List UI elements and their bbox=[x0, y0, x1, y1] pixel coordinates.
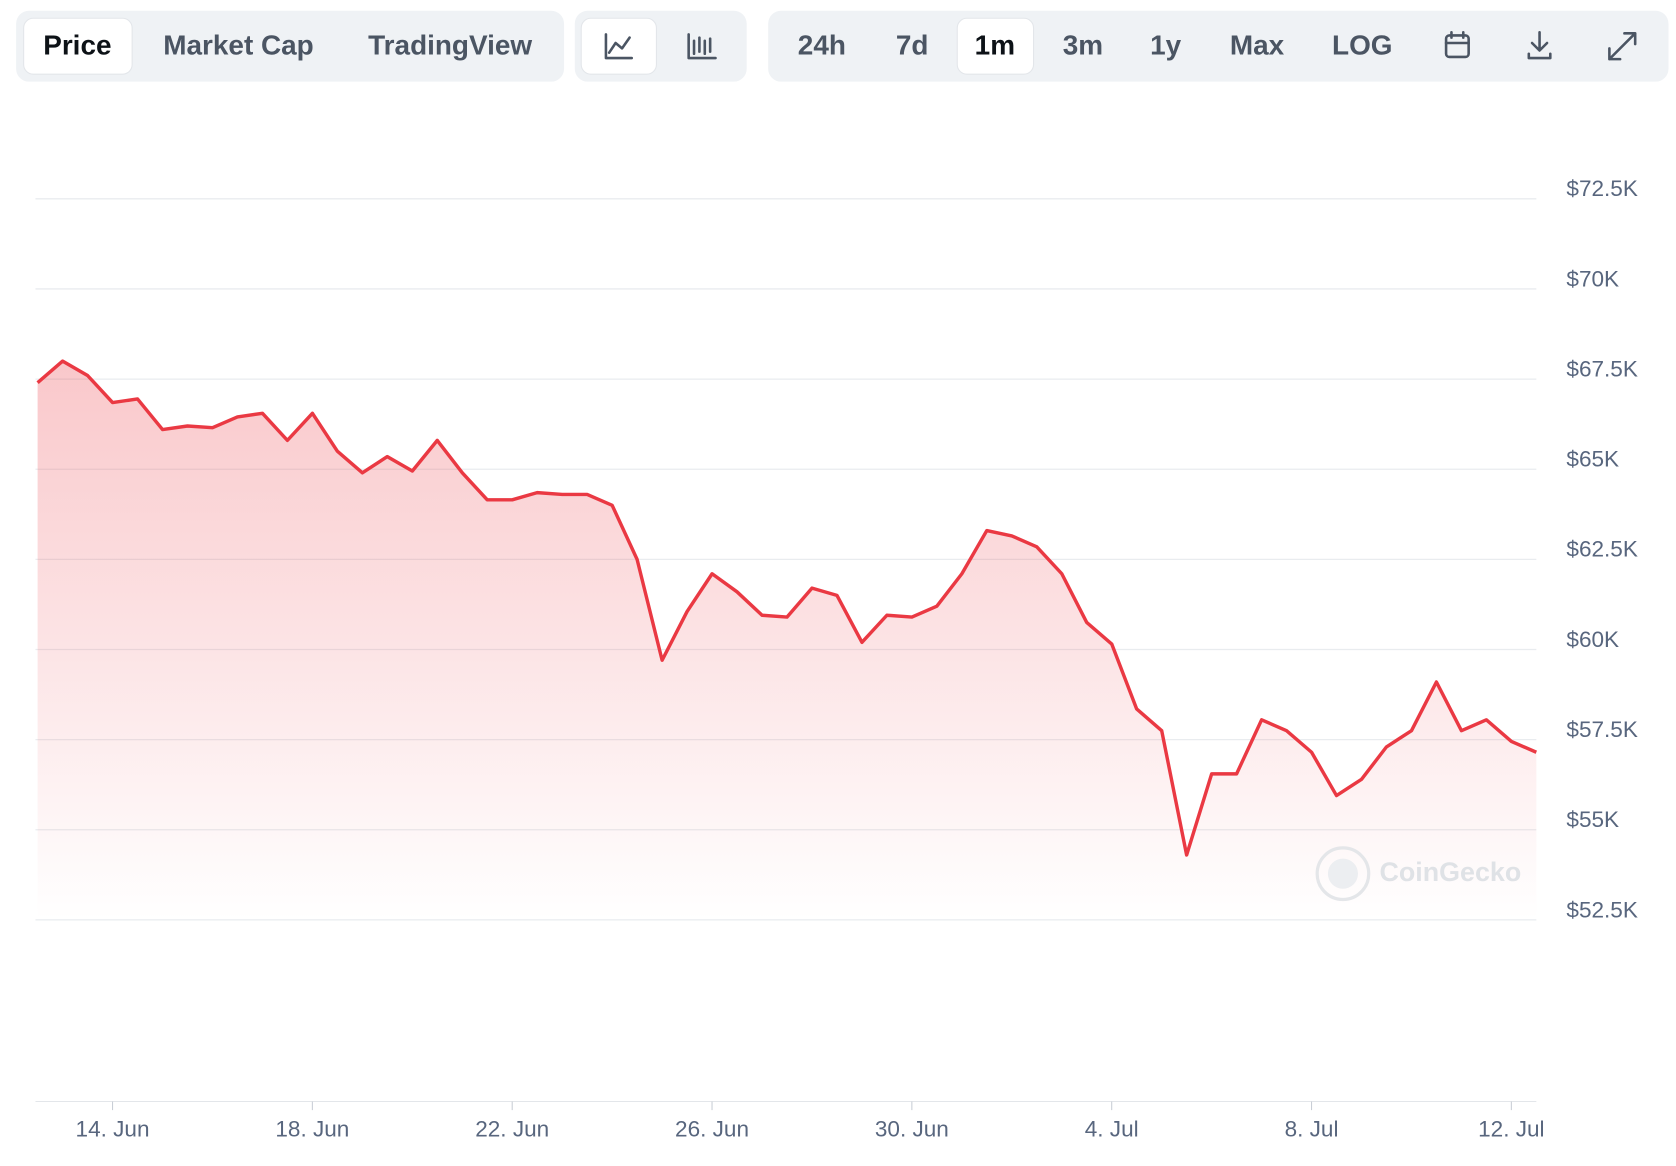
watermark-logo bbox=[1315, 846, 1371, 902]
tab-group bbox=[16, 10, 565, 82]
x-tick-label: 8. Jul bbox=[1285, 1116, 1339, 1141]
x-tick-label: 26. Jun bbox=[675, 1116, 749, 1141]
x-tick-label: 14. Jun bbox=[76, 1116, 150, 1141]
download-icon[interactable] bbox=[1527, 30, 1552, 60]
range[interactable]: 1y bbox=[1150, 30, 1182, 61]
x-tick-label: 18. Jun bbox=[275, 1116, 349, 1141]
range[interactable]: 24h bbox=[798, 30, 846, 61]
price-line bbox=[36, 359, 1538, 857]
log-toggle[interactable]: LOG bbox=[1332, 30, 1392, 61]
range[interactable]: 7d bbox=[896, 30, 929, 61]
y-tick-label: $70K bbox=[1566, 266, 1619, 291]
fullscreen-icon[interactable] bbox=[1608, 32, 1637, 61]
y-tick-label: $55K bbox=[1566, 807, 1619, 832]
y-tick-label: $72.5K bbox=[1566, 176, 1637, 201]
tab[interactable]: TradingView bbox=[368, 30, 532, 61]
line-icon bbox=[604, 33, 634, 60]
y-tick-label: $62.5K bbox=[1566, 537, 1637, 562]
y-tick-label: $57.5K bbox=[1566, 717, 1637, 742]
range[interactable]: Max bbox=[1230, 30, 1285, 61]
area bbox=[37, 361, 1537, 920]
y-tick-label: $67.5K bbox=[1566, 356, 1637, 381]
y-tick-label: $65K bbox=[1566, 447, 1619, 472]
range[interactable]: 3m bbox=[1063, 30, 1103, 61]
x-tick-label: 12. Jul bbox=[1478, 1116, 1544, 1141]
watermark: CoinGecko bbox=[1379, 857, 1521, 887]
tab[interactable]: Price bbox=[43, 30, 111, 61]
watermark-logo bbox=[1327, 858, 1358, 889]
y-tick-label: $52.5K bbox=[1566, 897, 1637, 922]
x-tick-label: 4. Jul bbox=[1085, 1116, 1139, 1141]
x-tick-label: 30. Jun bbox=[875, 1116, 949, 1141]
range[interactable]: 1m bbox=[975, 30, 1015, 61]
calendar-icon[interactable] bbox=[1444, 30, 1470, 59]
x-tick-label: 22. Jun bbox=[475, 1116, 549, 1141]
y-tick-label: $60K bbox=[1566, 627, 1619, 652]
range-active[interactable] bbox=[956, 17, 1035, 75]
tab[interactable]: Market Cap bbox=[163, 30, 314, 61]
candle-icon[interactable] bbox=[687, 33, 717, 60]
tab-active[interactable] bbox=[23, 17, 133, 75]
